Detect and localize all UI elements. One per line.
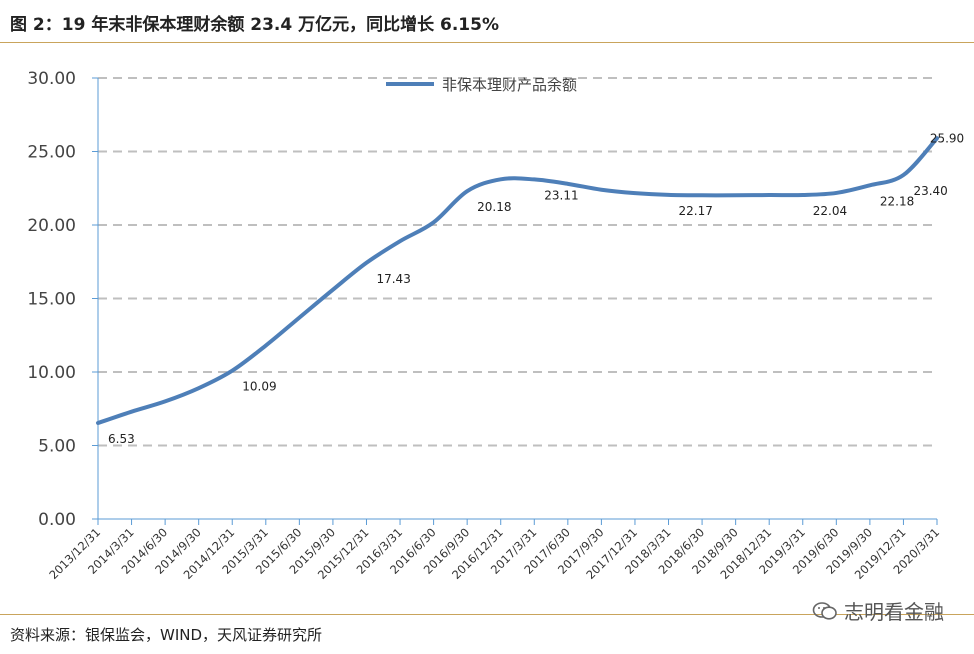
y-tick-label: 10.00 [27,363,76,383]
footer-divider [0,614,974,615]
data-label: 6.53 [108,432,135,446]
data-label: 23.40 [913,184,947,198]
source-note: 资料来源：银保监会，WIND，天风证券研究所 [10,626,323,644]
data-label: 22.17 [679,204,713,218]
data-label: 20.18 [477,200,511,214]
data-label: 10.09 [242,380,276,394]
gridlines [98,77,937,447]
y-tick-label: 25.00 [27,143,76,163]
title-divider [0,42,974,43]
x-axis: 2013/12/312014/3/312014/6/302014/9/30201… [46,518,942,582]
data-label: 23.11 [544,188,578,202]
series-line-0 [96,136,939,426]
data-label: 22.18 [880,194,914,208]
data-label: 17.43 [376,272,410,286]
y-tick-label: 20.00 [27,216,76,236]
wechat-icon [812,601,837,620]
line-chart: 0.00 5.00 10.00 15.00 20.00 25.00 30.00 2013/1… [27,69,964,582]
legend-label: 非保本理财产品余额 [442,76,577,94]
watermark: 志明看金融 [812,596,944,625]
data-label: 22.04 [813,204,847,218]
y-tick-label: 0.00 [38,510,76,530]
watermark-text: 志明看金融 [844,600,944,624]
series-lines [96,136,939,426]
data-label: 25.90 [930,131,964,145]
legend: 非保本理财产品余额 [386,76,577,94]
figure-title: 图 2：19 年末非保本理财余额 23.4 万亿元，同比增长 6.15% [10,15,499,35]
y-tick-label: 15.00 [27,290,76,310]
y-axis: 0.00 5.00 10.00 15.00 20.00 25.00 30.00 [27,69,99,530]
y-tick-label: 30.00 [27,69,76,89]
y-tick-label: 5.00 [38,437,76,457]
